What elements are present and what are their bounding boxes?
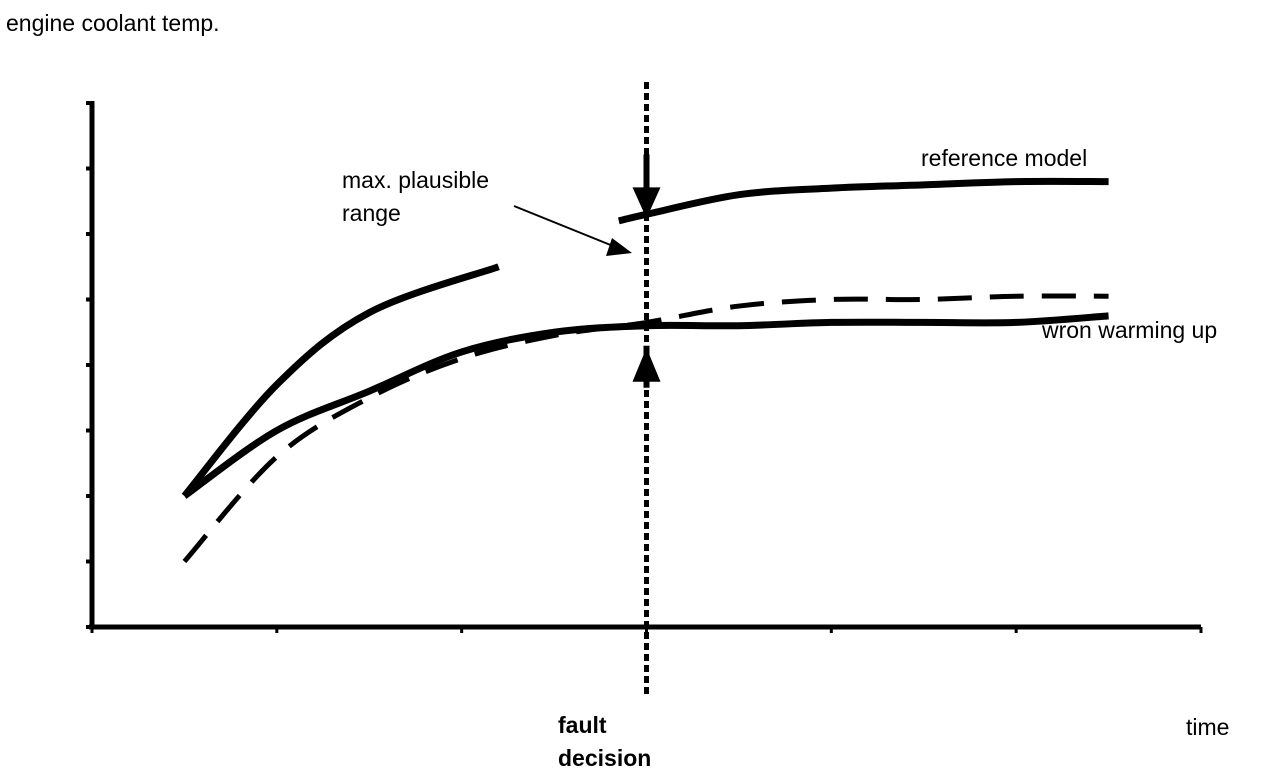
plausible-range-label-line1: max. plausible bbox=[342, 167, 490, 193]
x-axis-label: time bbox=[1186, 714, 1230, 740]
plausible-range-label-line2: range bbox=[342, 200, 401, 226]
y-axis-label: engine coolant temp. bbox=[6, 10, 220, 36]
range-pointer-line bbox=[513, 205, 619, 249]
series-line-reference-model bbox=[617, 177, 1109, 225]
curves bbox=[181, 177, 1109, 564]
series-line-reference-model-early-phase bbox=[181, 263, 500, 499]
fault-decision-label-line2: decision bbox=[558, 745, 652, 771]
range-pointer-arrowhead-icon bbox=[606, 238, 632, 256]
fault-decision-label-line1: fault bbox=[558, 712, 607, 738]
series-line-actual-temperature bbox=[182, 293, 1109, 564]
series-line-wron-warming-up bbox=[182, 312, 1109, 499]
reference-model-label: reference model bbox=[921, 145, 1088, 171]
annotations bbox=[513, 82, 661, 694]
lower-arrowhead-icon bbox=[632, 347, 661, 382]
upper-arrowhead-icon bbox=[632, 187, 661, 219]
